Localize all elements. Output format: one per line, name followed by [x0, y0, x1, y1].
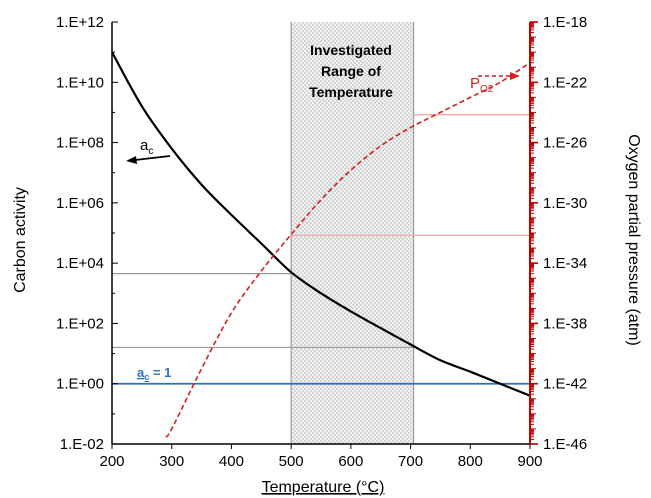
x-tick-label: 600: [338, 453, 363, 470]
y-left-tick-label: 1.E+06: [56, 195, 104, 212]
series-line-carbon-activity: [111, 51, 531, 397]
range-label-line-2: Range of: [321, 63, 381, 79]
y-left-tick-label: 1.E+00: [56, 376, 104, 393]
ac-arrow: [126, 155, 171, 164]
y-right-tick-label: 1.E-30: [543, 195, 587, 212]
y-right-tick-label: 1.E-38: [543, 315, 587, 332]
range-label-line-1: Investigated: [310, 42, 392, 58]
ac-curve-label: ac: [140, 137, 153, 157]
y-left-tick-label: 1.E+02: [56, 315, 104, 332]
y-left-tick-label: 1.E+12: [56, 14, 104, 31]
range-label-line-3: Temperature: [309, 84, 393, 100]
x-tick-label: 400: [219, 453, 244, 470]
ac-equals-one-label: ac = 1: [137, 365, 171, 382]
series-lines: [111, 51, 531, 438]
series-line-oxygen-partial-pressure: [165, 62, 531, 438]
y-right-tick-label: 1.E-34: [543, 255, 587, 272]
y-left-tick-label: 1.E+10: [56, 74, 104, 91]
po2-curve-label: PO2: [470, 75, 494, 95]
x-tick-label: 800: [458, 453, 483, 470]
po2-arrow: [478, 72, 520, 80]
x-tick-label: 300: [159, 453, 184, 470]
x-axis-title: Temperature (°C): [262, 479, 385, 496]
axes: [111, 21, 538, 449]
investigated-range-region: [290, 22, 415, 444]
x-tick-label: 500: [279, 453, 304, 470]
y-axis-left-title: Carbon activity: [12, 187, 29, 293]
x-tick-label: 900: [517, 453, 542, 470]
y-left-tick-label: 1.E+08: [56, 135, 104, 152]
reference-lines: [112, 114, 530, 385]
tick-labels: 1.E-02 1.E+00 1.E+02 1.E+04 1.E+06 1.E+08 1.E+…: [56, 14, 587, 470]
x-tick-label: 200: [99, 453, 124, 470]
y-right-tick-label: 1.E-46: [543, 436, 587, 453]
y-right-tick-label: 1.E-26: [543, 135, 587, 152]
y-right-tick-label: 1.E-18: [543, 14, 587, 31]
y-left-tick-label: 1.E-02: [60, 436, 104, 453]
y-left-tick-label: 1.E+04: [56, 255, 104, 272]
y-right-tick-label: 1.E-22: [543, 74, 587, 91]
shaded-region-fill: [291, 22, 414, 444]
x-tick-label: 700: [398, 453, 423, 470]
y-axis-right-title: Oxygen partial pressure (atm): [625, 134, 642, 346]
y-right-tick-label: 1.E-42: [543, 376, 587, 393]
